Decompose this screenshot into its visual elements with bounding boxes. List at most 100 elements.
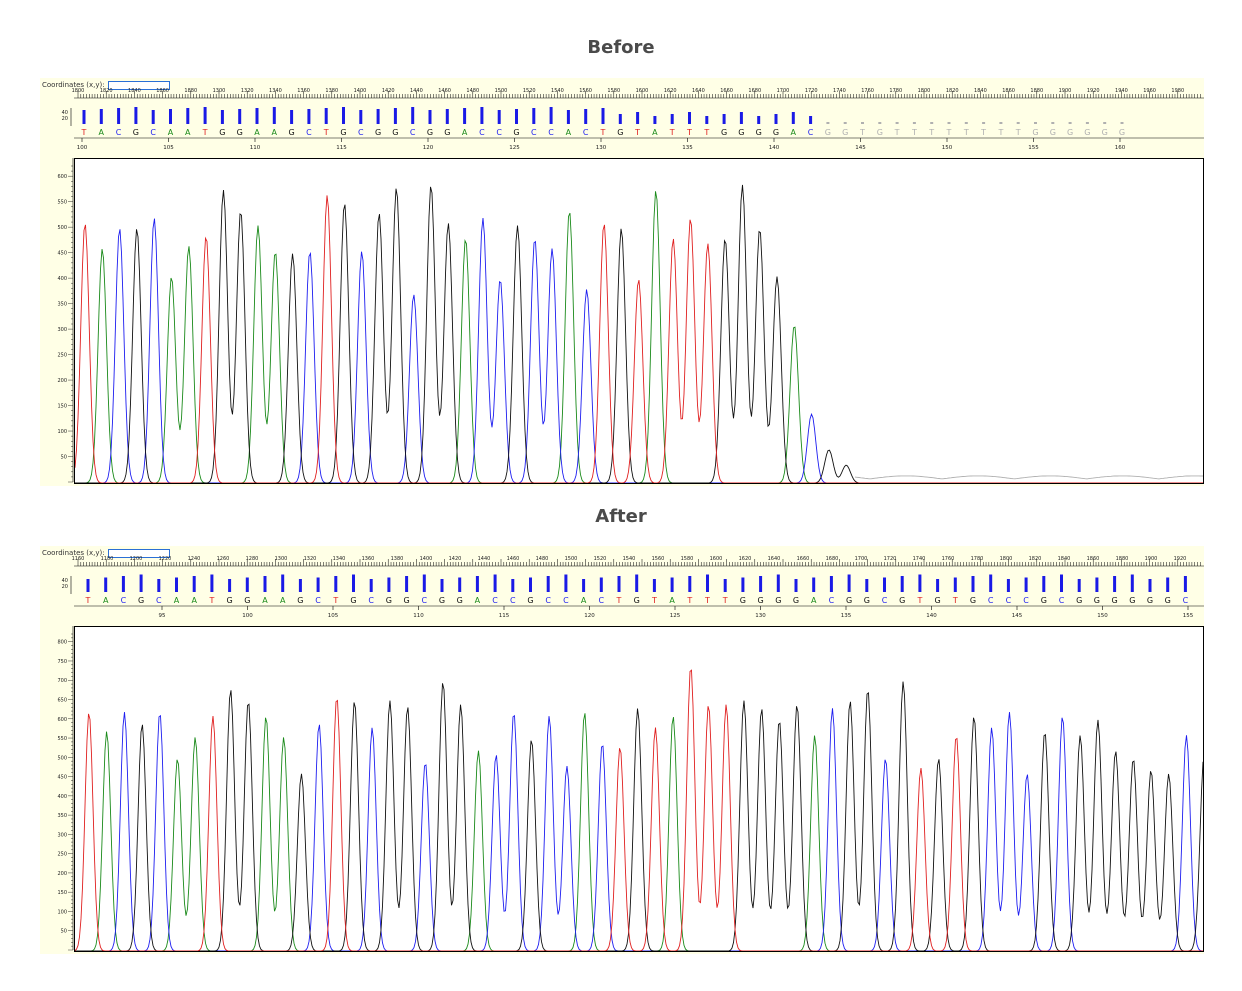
base-call[interactable]: G <box>340 128 346 137</box>
base-call[interactable]: T <box>703 128 709 137</box>
base-call[interactable]: G <box>846 596 852 605</box>
base-call[interactable]: C <box>315 596 321 605</box>
base-call[interactable]: T <box>202 128 208 137</box>
base-call[interactable]: C <box>808 128 814 137</box>
base-call[interactable]: G <box>877 128 883 137</box>
base-call[interactable]: T <box>208 596 214 605</box>
base-call[interactable]: G <box>1147 596 1153 605</box>
base-call[interactable]: G <box>775 596 781 605</box>
base-call[interactable]: C <box>599 596 605 605</box>
base-call[interactable]: T <box>859 128 865 137</box>
base-call[interactable]: G <box>740 596 746 605</box>
base-call[interactable]: G <box>842 128 848 137</box>
base-call[interactable]: G <box>244 596 250 605</box>
base-call[interactable]: T <box>946 128 952 137</box>
base-call[interactable]: C <box>422 596 428 605</box>
base-call[interactable]: T <box>952 596 958 605</box>
base-call[interactable]: C <box>368 596 374 605</box>
base-call[interactable]: G <box>825 128 831 137</box>
base-call[interactable]: A <box>566 128 572 137</box>
base-call[interactable]: A <box>581 596 587 605</box>
base-call[interactable]: G <box>617 128 623 137</box>
base-call[interactable]: C <box>156 596 162 605</box>
base-call[interactable]: A <box>811 596 817 605</box>
base-call[interactable]: T <box>997 128 1003 137</box>
base-call[interactable]: T <box>85 596 91 605</box>
base-call[interactable]: G <box>721 128 727 137</box>
base-call[interactable]: G <box>1102 128 1108 137</box>
base-call[interactable]: C <box>306 128 312 137</box>
base-call[interactable]: G <box>403 596 409 605</box>
base-call[interactable]: G <box>392 128 398 137</box>
base-call[interactable]: T <box>323 128 329 137</box>
base-call[interactable]: T <box>916 596 922 605</box>
base-call[interactable]: C <box>531 128 537 137</box>
base-call[interactable]: G <box>899 596 905 605</box>
base-call[interactable]: G <box>386 596 392 605</box>
base-call[interactable]: T <box>686 596 692 605</box>
base-call[interactable]: G <box>1084 128 1090 137</box>
coordinates-field[interactable] <box>108 549 170 558</box>
base-call[interactable]: G <box>1076 596 1082 605</box>
base-call[interactable]: G <box>1111 596 1117 605</box>
base-call[interactable]: A <box>168 128 174 137</box>
base-call[interactable]: C <box>548 128 554 137</box>
base-call[interactable]: T <box>634 128 640 137</box>
base-call[interactable]: G <box>773 128 779 137</box>
base-call[interactable]: C <box>988 596 994 605</box>
base-call[interactable]: G <box>1129 596 1135 605</box>
base-call[interactable]: G <box>457 596 463 605</box>
base-call[interactable]: A <box>262 596 268 605</box>
base-call[interactable]: G <box>1119 128 1125 137</box>
base-call[interactable]: A <box>652 128 658 137</box>
base-call[interactable]: T <box>894 128 900 137</box>
base-call[interactable]: G <box>634 596 640 605</box>
base-call[interactable]: G <box>226 596 232 605</box>
base-call[interactable]: G <box>444 128 450 137</box>
base-call[interactable]: G <box>1165 596 1171 605</box>
base-call[interactable]: C <box>496 128 502 137</box>
base-call[interactable]: T <box>686 128 692 137</box>
trace-plot-before[interactable] <box>74 158 1204 484</box>
base-call[interactable]: T <box>669 128 675 137</box>
base-call[interactable]: G <box>427 128 433 137</box>
base-call[interactable]: T <box>651 596 657 605</box>
base-call[interactable]: G <box>1041 596 1047 605</box>
base-call[interactable]: G <box>934 596 940 605</box>
base-call[interactable]: C <box>1006 596 1012 605</box>
base-call[interactable]: G <box>219 128 225 137</box>
base-call[interactable]: A <box>272 128 278 137</box>
base-call[interactable]: C <box>563 596 569 605</box>
base-call[interactable]: T <box>911 128 917 137</box>
base-call[interactable]: G <box>513 128 519 137</box>
base-call[interactable]: T <box>1015 128 1021 137</box>
coordinates-field[interactable] <box>108 81 170 90</box>
base-call[interactable]: C <box>492 596 498 605</box>
base-call[interactable]: A <box>185 128 191 137</box>
trace-plot-after[interactable] <box>74 626 1204 952</box>
base-call[interactable]: G <box>527 596 533 605</box>
base-call[interactable]: G <box>793 596 799 605</box>
base-call[interactable]: G <box>138 596 144 605</box>
base-call[interactable]: T <box>600 128 606 137</box>
base-call[interactable]: T <box>332 596 338 605</box>
base-call[interactable]: C <box>583 128 589 137</box>
base-call[interactable]: A <box>462 128 468 137</box>
base-call[interactable]: C <box>410 128 416 137</box>
base-call[interactable]: G <box>1050 128 1056 137</box>
base-call[interactable]: G <box>439 596 445 605</box>
base-call[interactable]: A <box>99 128 105 137</box>
base-call[interactable]: C <box>1023 596 1029 605</box>
base-call[interactable]: G <box>350 596 356 605</box>
base-call[interactable]: A <box>254 128 260 137</box>
base-call[interactable]: G <box>757 596 763 605</box>
base-call[interactable]: G <box>864 596 870 605</box>
base-call[interactable]: C <box>121 596 127 605</box>
base-call[interactable]: C <box>150 128 156 137</box>
base-call[interactable]: C <box>1059 596 1065 605</box>
base-call[interactable]: C <box>1183 596 1189 605</box>
base-call[interactable]: C <box>479 128 485 137</box>
base-call[interactable]: C <box>545 596 551 605</box>
base-call[interactable]: G <box>288 128 294 137</box>
base-call[interactable]: G <box>237 128 243 137</box>
